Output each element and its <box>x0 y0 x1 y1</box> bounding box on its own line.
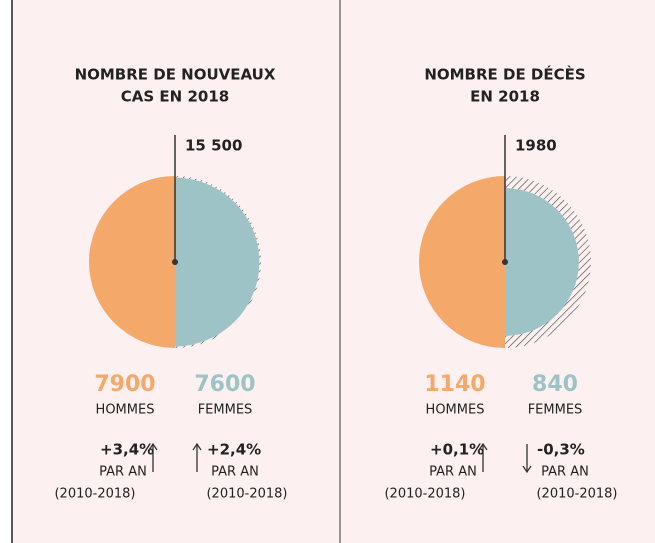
trend-arrow-head <box>522 465 532 474</box>
pie-center <box>502 259 508 265</box>
trend-arrow-head <box>478 442 488 451</box>
trend-label: -0,3% <box>537 441 585 459</box>
trend-label: +0,1% <box>430 441 484 459</box>
chart-title: EN 2018 <box>470 88 540 106</box>
trend-period: (2010-2018) <box>384 487 465 502</box>
value-label: 1140 <box>424 372 485 397</box>
trend-label: +3,4% <box>100 441 154 459</box>
value-label: 7900 <box>94 372 155 397</box>
trend-arrow-head <box>148 442 158 451</box>
pie-slice <box>175 177 260 347</box>
chart-title: NOMBRE DE NOUVEAUX <box>75 66 276 84</box>
trend-period: (2010-2018) <box>206 487 287 502</box>
trend-period: (2010-2018) <box>536 487 617 502</box>
trend-unit: PAR AN <box>541 465 589 480</box>
trend-unit: PAR AN <box>211 465 259 480</box>
category-label: HOMMES <box>96 403 155 418</box>
value-label: 840 <box>532 372 578 397</box>
trend-arrow-head <box>192 442 202 451</box>
category-label: HOMMES <box>426 403 485 418</box>
pie-center <box>172 259 178 265</box>
hatch-band <box>505 176 591 348</box>
trend-unit: PAR AN <box>99 465 147 480</box>
total-label: 15 500 <box>185 137 242 155</box>
pie-slice <box>505 188 579 336</box>
trend-period: (2010-2018) <box>54 487 135 502</box>
pie-slice <box>89 176 175 348</box>
category-label: FEMMES <box>528 403 583 418</box>
trend-label: +2,4% <box>207 441 261 459</box>
pie-slice <box>419 176 505 348</box>
category-label: FEMMES <box>198 403 253 418</box>
trend-unit: PAR AN <box>429 465 477 480</box>
chart-title: NOMBRE DE DÉCÈS <box>424 65 585 84</box>
value-label: 7600 <box>194 372 255 397</box>
chart-title: CAS EN 2018 <box>121 88 229 106</box>
total-label: 1980 <box>515 137 557 155</box>
